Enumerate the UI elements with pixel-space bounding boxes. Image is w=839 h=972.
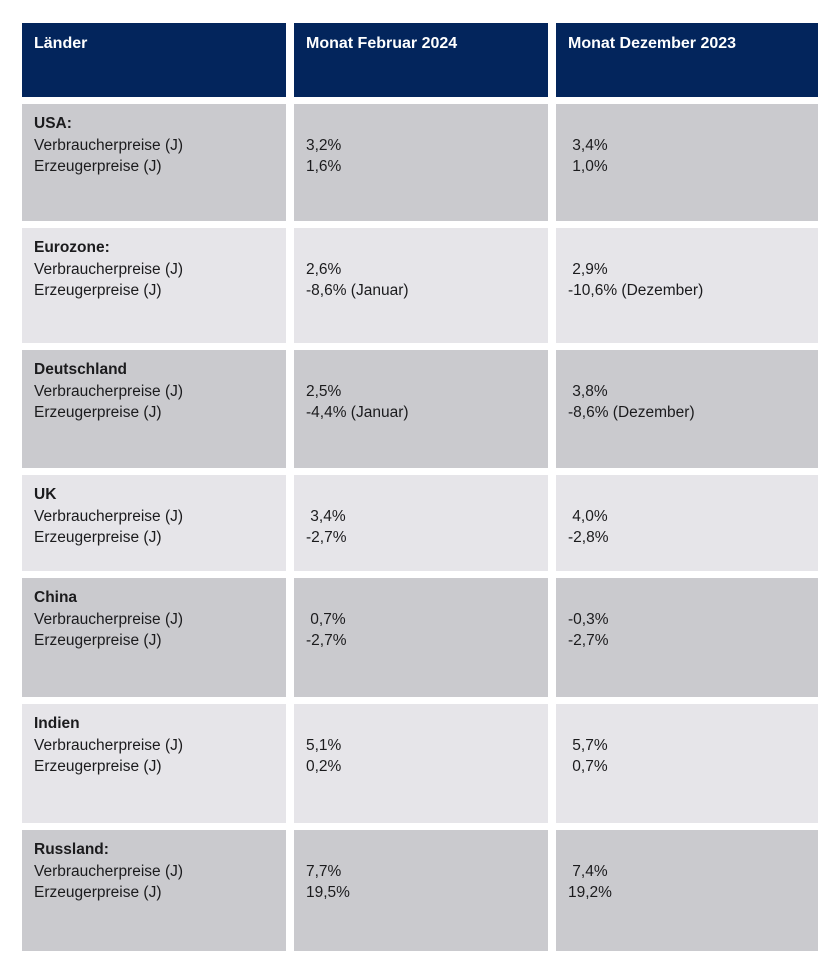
value-cell-russland-februar: 7,7% 19,5% — [294, 830, 548, 951]
value: -8,6% (Dezember) — [568, 404, 695, 421]
value: 7,4% — [568, 862, 608, 880]
country-name: Indien — [34, 715, 80, 732]
inflation-table: Länder Monat Februar 2024 Monat Dezember… — [22, 23, 818, 951]
value-cell-eurozone-dezember: 2,9% -10,6% (Dezember) — [556, 228, 818, 343]
value-cell-usa-februar: 3,2% 1,6% — [294, 104, 548, 221]
value-cell-china-februar: 0,7% -2,7% — [294, 578, 548, 697]
country-cell-uk: UK Verbraucherpreise (J) Erzeugerpreise … — [22, 475, 286, 571]
country-name: Eurozone: — [34, 239, 110, 256]
header-label: Länder — [34, 35, 88, 52]
value: 3,2% — [306, 136, 342, 154]
value: -0,3% — [568, 610, 609, 628]
value: 0,2% — [306, 758, 342, 775]
value: -2,7% — [568, 632, 609, 649]
country-cell-deutschland: Deutschland Verbraucherpreise (J) Erzeug… — [22, 350, 286, 468]
value: 3,4% — [306, 507, 346, 525]
metric-label: Erzeugerpreise (J) — [34, 529, 162, 546]
value: -2,7% — [306, 529, 347, 546]
metric-label: Erzeugerpreise (J) — [34, 282, 162, 299]
metric-label: Verbraucherpreise (J) — [34, 610, 184, 628]
header-label: Monat Februar 2024 — [306, 35, 458, 52]
metric-label: Erzeugerpreise (J) — [34, 758, 162, 775]
metric-label: Verbraucherpreise (J) — [34, 382, 184, 400]
value: 2,6% — [306, 260, 342, 278]
metric-label: Erzeugerpreise (J) — [34, 158, 162, 175]
value: 7,7% — [306, 862, 342, 880]
country-cell-indien: Indien Verbraucherpreise (J) Erzeugerpre… — [22, 704, 286, 823]
country-name: Russland: — [34, 841, 109, 858]
value: 0,7% — [306, 610, 346, 628]
value: -2,8% — [568, 529, 609, 546]
value-cell-uk-februar: 3,4% -2,7% — [294, 475, 548, 571]
value: -10,6% (Dezember) — [568, 282, 704, 299]
metric-label: Erzeugerpreise (J) — [34, 404, 162, 421]
value-cell-deutschland-februar: 2,5% -4,4% (Januar) — [294, 350, 548, 468]
header-cell-laender: Länder — [22, 23, 286, 97]
metric-label: Verbraucherpreise (J) — [34, 862, 184, 880]
country-cell-usa: USA: Verbraucherpreise (J) Erzeugerpreis… — [22, 104, 286, 221]
value: 0,7% — [568, 758, 608, 775]
value-cell-russland-dezember: 7,4% 19,2% — [556, 830, 818, 951]
value: 5,7% — [568, 736, 608, 754]
value-cell-deutschland-dezember: 3,8% -8,6% (Dezember) — [556, 350, 818, 468]
header-cell-monat-dezember-2023: Monat Dezember 2023 — [556, 23, 818, 97]
value: 4,0% — [568, 507, 608, 525]
country-name: USA: — [34, 115, 72, 132]
value: -4,4% (Januar) — [306, 404, 409, 421]
value-cell-usa-dezember: 3,4% 1,0% — [556, 104, 818, 221]
value: -8,6% (Januar) — [306, 282, 409, 299]
country-cell-eurozone: Eurozone: Verbraucherpreise (J) Erzeuger… — [22, 228, 286, 343]
header-cell-monat-februar-2024: Monat Februar 2024 — [294, 23, 548, 97]
value-cell-china-dezember: -0,3% -2,7% — [556, 578, 818, 697]
value: 2,9% — [568, 260, 608, 278]
country-name: China — [34, 589, 78, 606]
value-cell-eurozone-februar: 2,6% -8,6% (Januar) — [294, 228, 548, 343]
value: 3,8% — [568, 382, 608, 400]
metric-label: Verbraucherpreise (J) — [34, 260, 184, 278]
country-cell-russland: Russland: Verbraucherpreise (J) Erzeuger… — [22, 830, 286, 951]
value-cell-indien-februar: 5,1% 0,2% — [294, 704, 548, 823]
country-name: UK — [34, 486, 57, 503]
value: 2,5% — [306, 382, 342, 400]
metric-label: Verbraucherpreise (J) — [34, 507, 184, 525]
value-cell-indien-dezember: 5,7% 0,7% — [556, 704, 818, 823]
value: 19,5% — [306, 884, 350, 901]
metric-label: Verbraucherpreise (J) — [34, 136, 184, 154]
value: 5,1% — [306, 736, 342, 754]
metric-label: Erzeugerpreise (J) — [34, 632, 162, 649]
header-label: Monat Dezember 2023 — [568, 35, 737, 52]
country-cell-china: China Verbraucherpreise (J) Erzeugerprei… — [22, 578, 286, 697]
value: 19,2% — [568, 884, 612, 901]
metric-label: Verbraucherpreise (J) — [34, 736, 184, 754]
value-cell-uk-dezember: 4,0% -2,8% — [556, 475, 818, 571]
country-name: Deutschland — [34, 361, 128, 378]
value: 1,6% — [306, 158, 342, 175]
value: 3,4% — [568, 136, 608, 154]
value: 1,0% — [568, 158, 608, 175]
value: -2,7% — [306, 632, 347, 649]
metric-label: Erzeugerpreise (J) — [34, 884, 162, 901]
